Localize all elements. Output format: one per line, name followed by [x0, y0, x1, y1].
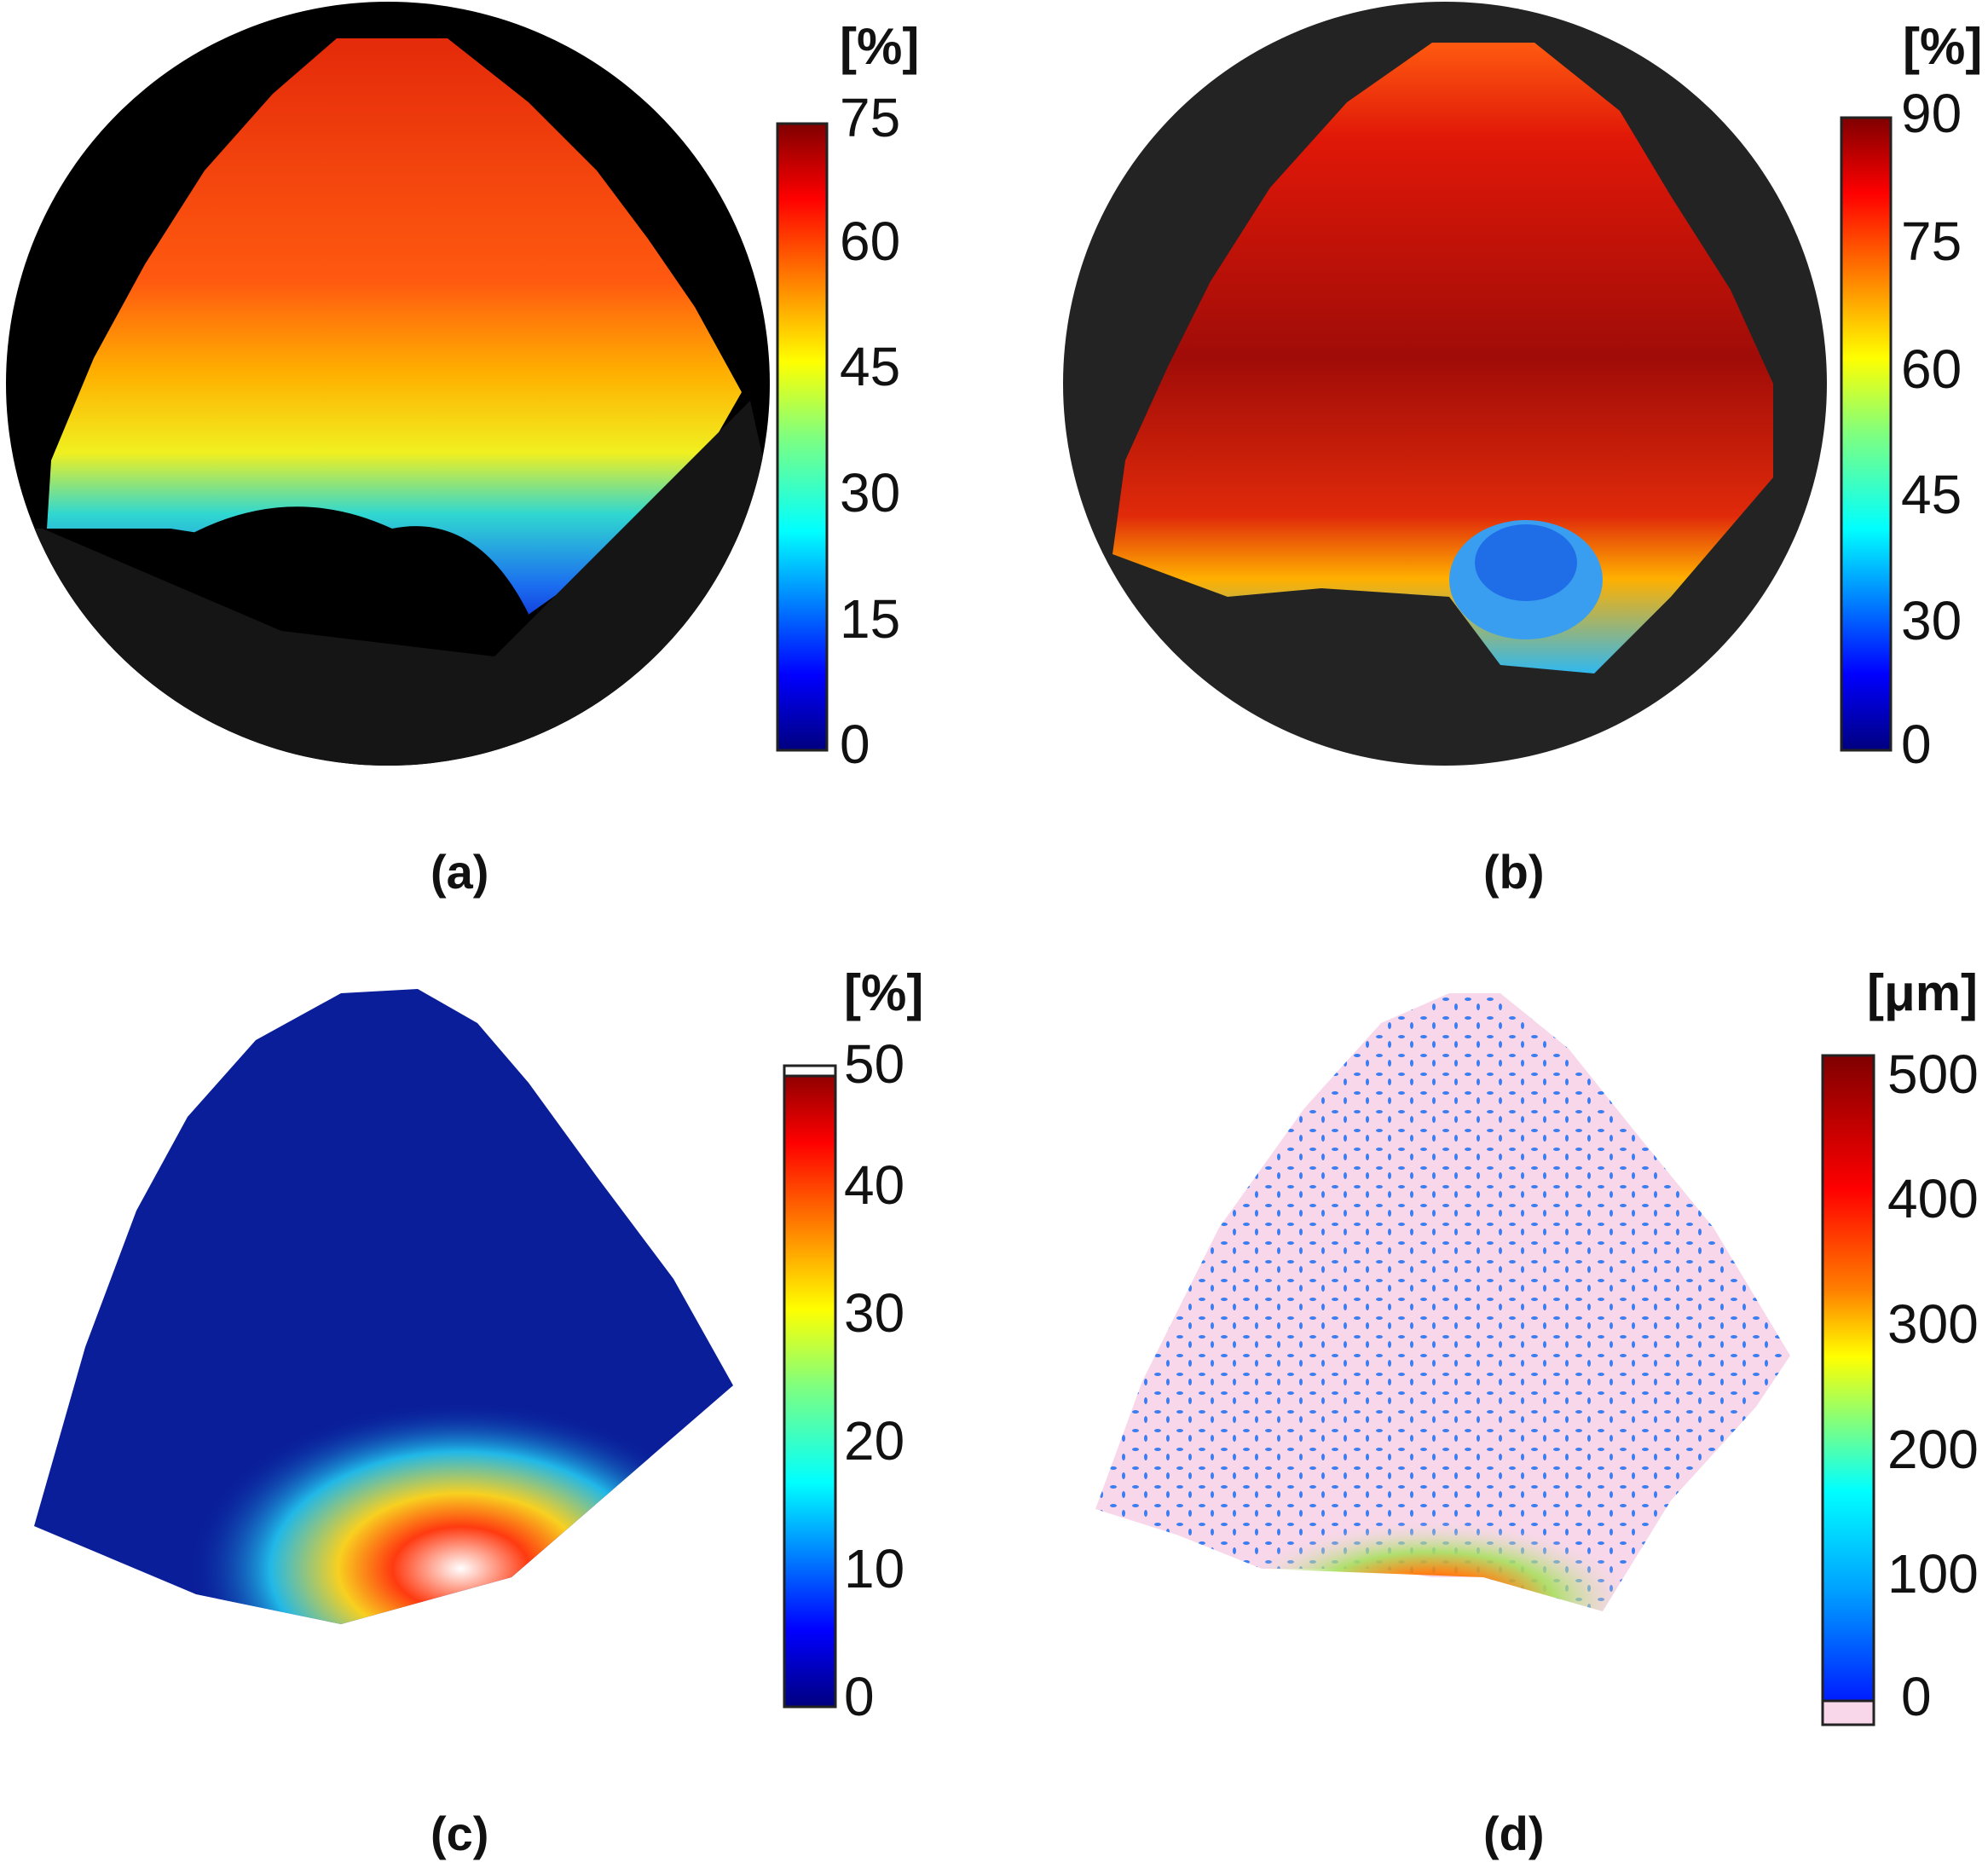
tick-label: 30	[840, 462, 900, 523]
panel-a-svg: [%] 0 15 30 45 60 75	[6, 2, 919, 775]
tick-label: 30	[844, 1282, 904, 1344]
panel-d: [μm] 0 100 200 300 400 500	[1023, 938, 1988, 1756]
panel-c-svg: [%] 0 10 20 30 40 50	[34, 964, 923, 1727]
tick-label: 0	[1901, 714, 1932, 775]
panel-d-svg: [μm] 0 100 200 300 400 500	[1095, 964, 1979, 1727]
heatmap-region	[1112, 43, 1773, 674]
panel-b-svg: [%] 0 30 45 60 75 90	[1063, 2, 1982, 775]
tick-label: 400	[1887, 1168, 1979, 1229]
unit-label: [%]	[1903, 18, 1982, 75]
colorbar	[783, 1064, 837, 1709]
tick-label: 45	[840, 336, 900, 397]
tick-label: 500	[1887, 1044, 1979, 1105]
tick-label: 30	[1901, 590, 1962, 651]
colorbar	[1821, 1054, 1875, 1726]
colorbar	[1840, 116, 1893, 752]
tick-label: 10	[844, 1538, 904, 1599]
panel-label-b: (b)	[1483, 845, 1545, 899]
unit-label: [%]	[844, 964, 923, 1021]
tick-label: 60	[1901, 338, 1962, 400]
colorbar	[776, 122, 829, 752]
tick-label: 0	[844, 1666, 875, 1727]
tick-label: 40	[844, 1154, 904, 1216]
tick-label: 60	[840, 211, 900, 272]
tick-label: 50	[844, 1033, 904, 1095]
tick-label: 75	[1901, 211, 1962, 272]
panel-b: [%] 0 30 45 60 75 90	[1023, 0, 1988, 818]
unit-label: [%]	[840, 18, 919, 75]
heatmap-region	[47, 38, 742, 648]
tick-label: 75	[840, 87, 900, 148]
tick-label: 45	[1901, 464, 1962, 525]
unit-label: [μm]	[1867, 964, 1978, 1021]
panel-label-a: (a)	[431, 845, 489, 899]
panel-label-d: (d)	[1483, 1807, 1545, 1860]
tick-label: 0	[1901, 1666, 1932, 1727]
tick-label: 90	[1901, 83, 1962, 144]
tick-label: 200	[1887, 1419, 1979, 1480]
tick-label: 100	[1887, 1543, 1979, 1605]
panel-c: [%] 0 10 20 30 40 50	[0, 938, 955, 1756]
panel-a: [%] 0 15 30 45 60 75	[0, 0, 955, 818]
tick-label: 300	[1887, 1293, 1979, 1355]
tick-label: 20	[844, 1410, 904, 1472]
tick-label: 15	[840, 588, 900, 650]
panel-label-c: (c)	[431, 1807, 489, 1860]
tick-label: 0	[840, 714, 870, 775]
